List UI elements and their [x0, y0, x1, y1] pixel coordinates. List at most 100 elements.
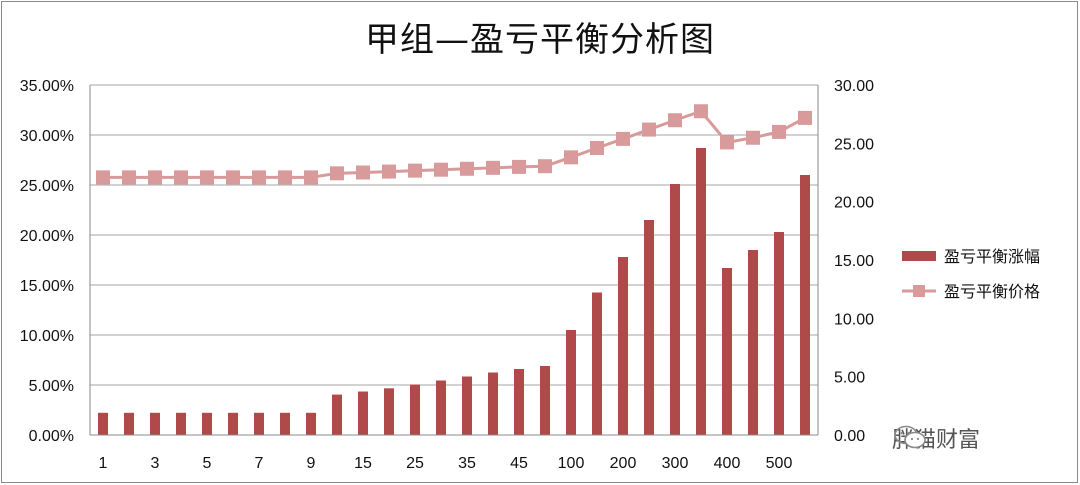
line-marker: [96, 170, 110, 185]
x-tick-label: 7: [255, 455, 264, 472]
x-tick-label: 45: [510, 455, 528, 472]
line-marker: [486, 160, 500, 175]
y-right-tick-label: 5.00: [834, 370, 865, 387]
line-marker: [330, 166, 344, 181]
line-marker: [512, 159, 526, 174]
line-series: [96, 104, 812, 185]
bar: [566, 330, 576, 435]
bar: [722, 268, 732, 435]
bar: [696, 148, 706, 435]
line-marker: [122, 170, 136, 185]
line-marker: [616, 131, 630, 146]
bar: [306, 412, 316, 435]
bar: [774, 232, 784, 435]
x-tick-label: 300: [662, 455, 689, 472]
line-marker: [538, 159, 552, 174]
bar: [98, 412, 108, 435]
x-tick-label: 5: [203, 455, 212, 472]
line-marker: [382, 164, 396, 179]
x-tick-label: 500: [766, 455, 793, 472]
axes: 0.00% 5.00% 10.00% 15.00% 20.00% 25.00% 30.00%…: [20, 78, 874, 472]
y-left-tick-label: 10.00%: [20, 328, 74, 345]
line-marker: [694, 104, 708, 119]
line-marker: [226, 170, 240, 185]
gridlines: [90, 84, 818, 436]
line-marker: [174, 170, 188, 185]
bar: [410, 384, 420, 435]
y-left-tick-label: 25.00%: [20, 178, 74, 195]
bar: [332, 394, 342, 435]
y-right-tick-label: 20.00: [834, 195, 874, 212]
line-marker: [564, 150, 578, 165]
bar-series: [98, 148, 810, 435]
y-left-tick-label: 5.00%: [29, 378, 74, 395]
x-tick-label: 100: [558, 455, 585, 472]
line-marker: [356, 165, 370, 180]
y-left-tick-label: 15.00%: [20, 278, 74, 295]
bar: [514, 369, 524, 435]
y-left-tick-label: 30.00%: [20, 128, 74, 145]
y-right-tick-label: 15.00: [834, 253, 874, 270]
line-marker: [772, 124, 786, 139]
bar: [436, 380, 446, 435]
line-marker: [278, 170, 292, 185]
y-left-tick-label: 35.00%: [20, 78, 74, 95]
line-marker: [798, 110, 812, 125]
legend-label-line: 盈亏平衡价格: [944, 282, 1040, 301]
bar: [202, 412, 212, 435]
bar: [670, 184, 680, 435]
bar: [254, 412, 264, 435]
line-marker: [200, 170, 214, 185]
line-marker: [408, 163, 422, 178]
legend-swatch-bar: [902, 251, 936, 261]
line-marker: [668, 113, 682, 128]
y-right-tick-label: 25.00: [834, 136, 874, 153]
x-tick-label: 200: [610, 455, 637, 472]
line-marker: [460, 161, 474, 176]
bar: [358, 391, 368, 435]
y-right-tick-label: 0.00: [834, 428, 865, 445]
wechat-icon: [894, 425, 926, 449]
bar: [540, 366, 550, 435]
x-tick-label: 400: [714, 455, 741, 472]
bar: [644, 220, 654, 435]
x-tick-label: 9: [307, 455, 316, 472]
watermark: 胖猫财富: [892, 424, 980, 453]
line-marker: [720, 135, 734, 150]
line-marker: [252, 170, 266, 185]
bar: [124, 412, 134, 435]
line-marker: [642, 122, 656, 137]
price-line: [103, 109, 806, 179]
bar: [488, 372, 498, 435]
line-marker: [304, 170, 318, 185]
bar: [228, 412, 238, 435]
bar: [800, 175, 810, 435]
line-marker: [746, 130, 760, 145]
legend-label-bar: 盈亏平衡涨幅: [944, 247, 1040, 266]
bar: [462, 376, 472, 435]
bar: [280, 412, 290, 435]
y-left-tick-label: 0.00%: [29, 428, 74, 445]
line-marker: [590, 141, 604, 155]
x-tick-label: 35: [458, 455, 476, 472]
y-right-tick-label: 10.00: [834, 311, 874, 328]
legend-swatch-marker: [913, 285, 925, 297]
bar: [384, 388, 394, 435]
line-marker: [148, 170, 162, 185]
y-right-tick-label: 30.00: [834, 78, 874, 95]
bar: [150, 412, 160, 435]
chart-title: 甲组—盈亏平衡分析图: [365, 20, 715, 60]
bar: [176, 412, 186, 435]
line-marker: [434, 162, 448, 177]
x-tick-label: 25: [406, 455, 424, 472]
bar: [618, 257, 628, 435]
x-tick-label: 1: [99, 455, 108, 472]
bar: [748, 250, 758, 435]
x-tick-label: 15: [354, 455, 372, 472]
x-tick-label: 3: [151, 455, 160, 472]
y-left-tick-label: 20.00%: [20, 228, 74, 245]
bar: [592, 292, 602, 435]
